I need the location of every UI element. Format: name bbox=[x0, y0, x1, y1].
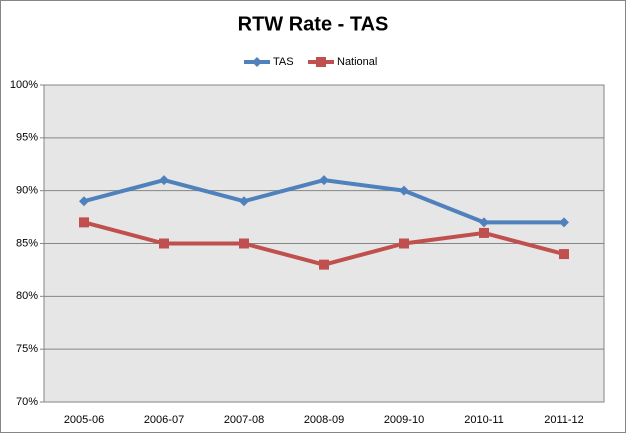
y-tick-label: 70% bbox=[16, 396, 38, 408]
y-tick-label: 80% bbox=[16, 290, 38, 302]
legend-label: TAS bbox=[273, 56, 294, 68]
y-tick-label: 75% bbox=[16, 343, 38, 355]
marker bbox=[399, 185, 409, 196]
x-tick-label: 2009-10 bbox=[384, 414, 424, 426]
y-tick-label: 85% bbox=[16, 237, 38, 249]
legend-label: National bbox=[337, 56, 377, 68]
marker bbox=[479, 227, 489, 238]
marker bbox=[559, 249, 569, 260]
marker bbox=[239, 238, 249, 249]
x-tick-label: 2011-12 bbox=[544, 414, 584, 426]
x-tick-label: 2008-09 bbox=[304, 414, 344, 426]
marker bbox=[252, 57, 262, 67]
marker bbox=[479, 217, 489, 228]
x-tick-label: 2010-11 bbox=[464, 414, 504, 426]
y-tick-label: 90% bbox=[16, 185, 38, 197]
x-tick-label: 2007-08 bbox=[224, 414, 264, 426]
marker bbox=[79, 196, 89, 207]
marker bbox=[319, 175, 329, 186]
y-tick-label: 100% bbox=[10, 79, 38, 91]
y-tick-label: 95% bbox=[16, 132, 38, 144]
marker bbox=[316, 57, 326, 67]
marker bbox=[319, 259, 329, 270]
marker bbox=[559, 217, 569, 228]
marker bbox=[79, 217, 89, 228]
marker bbox=[159, 238, 169, 249]
chart-title: RTW Rate - TAS bbox=[238, 13, 389, 35]
marker bbox=[159, 175, 169, 186]
marker bbox=[239, 196, 249, 207]
marker bbox=[399, 238, 409, 249]
x-tick-label: 2006-07 bbox=[144, 414, 184, 426]
x-tick-label: 2005-06 bbox=[64, 414, 104, 426]
